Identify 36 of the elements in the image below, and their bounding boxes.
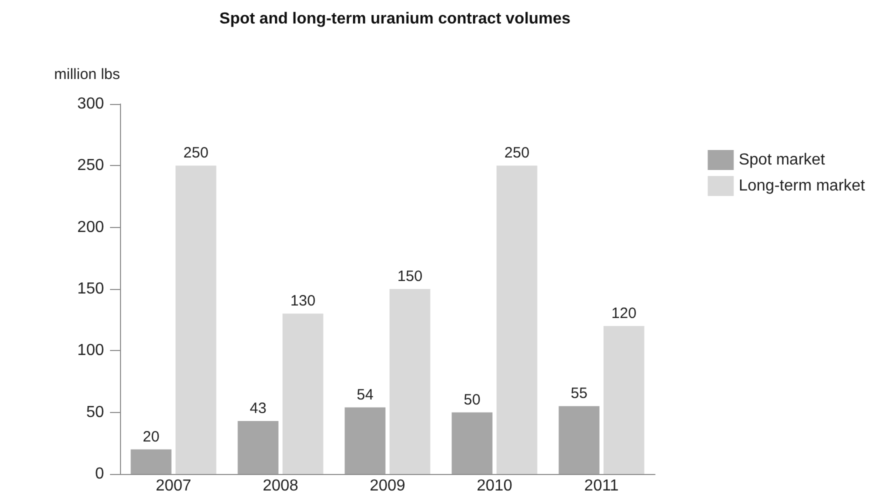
data-label: 50: [464, 391, 480, 408]
bar: [238, 420, 278, 474]
bar: [176, 166, 216, 474]
chart-title: Spot and long-term uranium contract volumes: [219, 10, 571, 28]
y-axis-title: million lbs: [54, 66, 120, 83]
x-tick-label: 2008: [262, 478, 298, 494]
bar: [390, 289, 430, 474]
x-tick-label: 2011: [584, 478, 619, 494]
data-label: 20: [142, 428, 160, 446]
bar: [282, 314, 324, 474]
x-tick-label: 2009: [370, 478, 406, 494]
data-label: 250: [504, 144, 530, 162]
data-label: 150: [397, 268, 422, 285]
x-tick-label: 2007: [156, 478, 192, 494]
bar: [496, 166, 538, 474]
y-tick-label: 250: [77, 157, 104, 174]
y-tick-label: 0: [95, 466, 104, 482]
legend-label: Spot market: [738, 152, 826, 168]
data-label: 54: [356, 386, 374, 404]
bar: [558, 406, 600, 474]
data-label: 43: [250, 400, 266, 417]
y-tick-label: 100: [77, 342, 104, 360]
data-label: 250: [183, 144, 208, 162]
bar: [604, 326, 644, 474]
bar: [452, 412, 492, 474]
y-tick-label: 50: [86, 404, 104, 421]
y-tick-label: 200: [77, 218, 104, 236]
x-tick-label: 2010: [476, 478, 512, 494]
legend-label: Long-term market: [738, 178, 866, 194]
bar: [130, 449, 172, 474]
data-label: 130: [290, 292, 316, 310]
y-tick-label: 300: [77, 96, 104, 112]
data-label: 120: [611, 305, 636, 322]
data-label: 55: [570, 385, 588, 402]
y-tick-label: 150: [77, 280, 104, 298]
bar: [344, 407, 386, 474]
